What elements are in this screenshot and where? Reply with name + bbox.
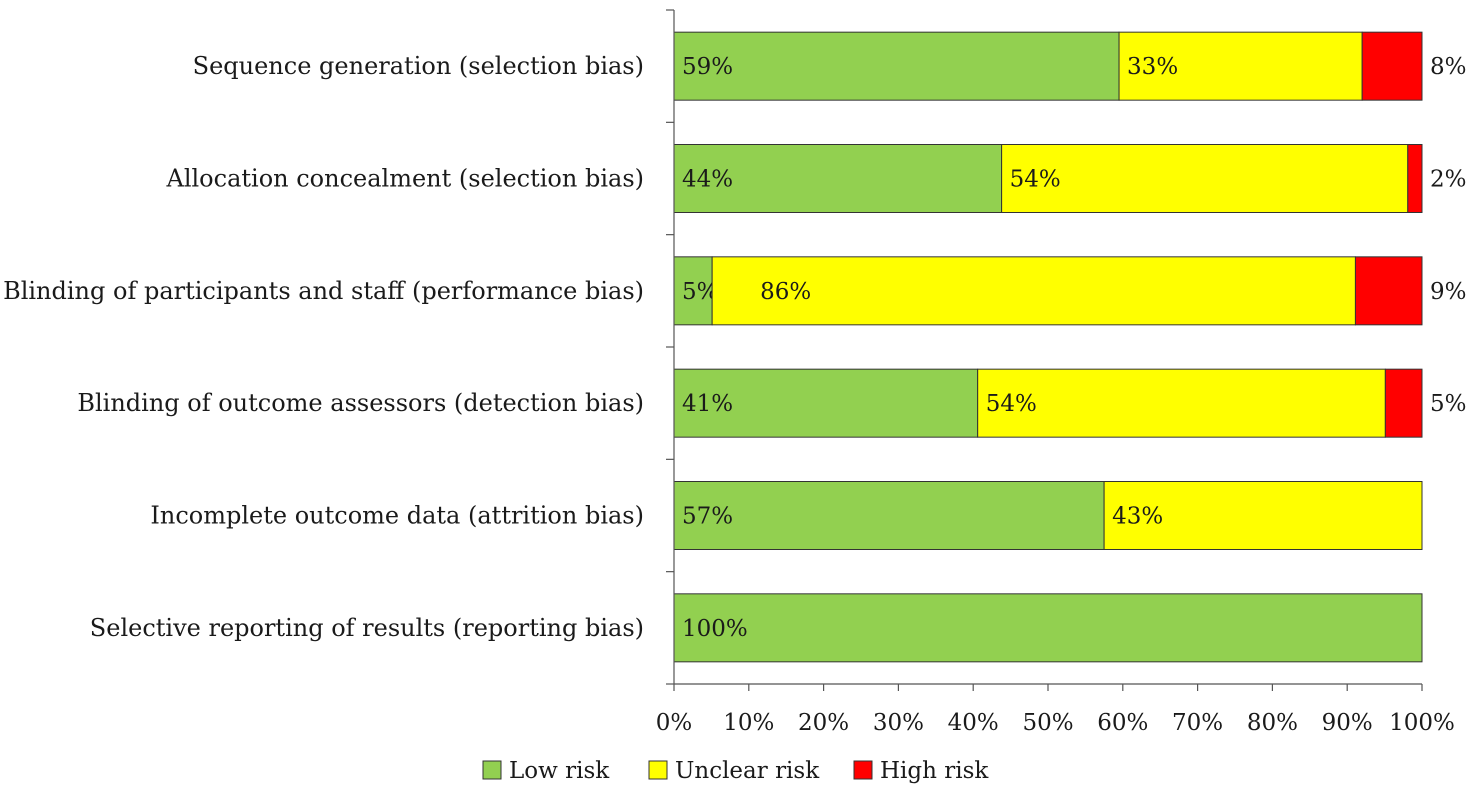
bar-segment-high-risk [1407, 144, 1423, 213]
data-label: 5% [1430, 391, 1467, 417]
x-tick-label: 100% [1389, 710, 1455, 736]
data-label: 41% [682, 391, 733, 417]
data-label: 2% [1430, 167, 1467, 193]
bar-segment-low-risk [673, 481, 1105, 550]
x-tick-label: 30% [873, 710, 924, 736]
data-label: 43% [1112, 504, 1163, 530]
bar-segment-unclear-risk [1001, 144, 1409, 213]
legend-label: Unclear risk [675, 758, 820, 784]
x-tick-label: 10% [723, 710, 774, 736]
data-label: 100% [682, 616, 748, 642]
category-label: Blinding of participants and staff (perf… [3, 277, 644, 305]
data-label: 8% [1430, 54, 1467, 80]
bar-segment-low-risk [673, 256, 713, 326]
x-tick-label: 40% [948, 710, 999, 736]
bar-segment-unclear-risk [977, 368, 1386, 438]
x-tick-label: 20% [798, 710, 849, 736]
x-tick-label: 50% [1022, 710, 1073, 736]
bar-segment-high-risk [1354, 256, 1423, 326]
x-tick-label: 60% [1097, 710, 1148, 736]
bar-segment-low-risk [673, 144, 1003, 213]
legend-label: Low risk [509, 758, 610, 784]
legend-swatch-high-risk [853, 760, 873, 780]
data-label: 54% [986, 391, 1037, 417]
bar-segment-low-risk [673, 593, 1423, 663]
data-label: 57% [682, 504, 733, 530]
bar-segment-high-risk [1384, 368, 1423, 438]
bar-segment-unclear-risk [1103, 481, 1423, 550]
bar-segment-unclear-risk [711, 256, 1356, 326]
bar-segment-low-risk [673, 368, 979, 438]
data-label: 59% [682, 54, 733, 80]
category-label: Selective reporting of results (reportin… [90, 614, 644, 642]
legend-label: High risk [880, 758, 989, 784]
legend-swatch-unclear-risk [648, 760, 668, 780]
bar-segment-unclear-risk [1118, 31, 1363, 101]
category-label: Blinding of outcome assessors (detection… [77, 389, 644, 417]
x-tick-label: 70% [1172, 710, 1223, 736]
data-label: 54% [1010, 167, 1061, 193]
x-tick-label: 90% [1322, 710, 1373, 736]
legend-swatch-low-risk [482, 760, 502, 780]
data-label: 44% [682, 167, 733, 193]
x-tick-label: 80% [1247, 710, 1298, 736]
data-label: 33% [1127, 54, 1178, 80]
bar-segment-high-risk [1361, 31, 1423, 101]
category-label: Allocation concealment (selection bias) [166, 165, 645, 193]
category-label: Sequence generation (selection bias) [193, 52, 644, 80]
data-label: 9% [1430, 279, 1467, 305]
x-tick-label: 0% [656, 710, 693, 736]
data-label: 86% [760, 279, 811, 305]
category-label: Incomplete outcome data (attrition bias) [150, 502, 644, 530]
bar-segment-low-risk [673, 31, 1120, 101]
